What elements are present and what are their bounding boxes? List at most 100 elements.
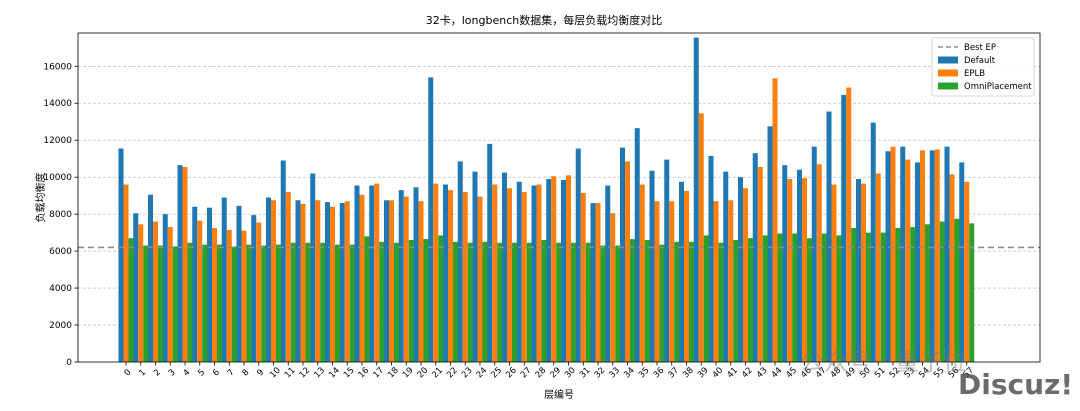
bar-default-16 — [354, 185, 360, 362]
x-tick-label: 0 — [123, 368, 134, 379]
legend-entry: Best EP — [964, 43, 996, 53]
bar-omniplacement-32 — [600, 245, 606, 362]
bar-omniplacement-18 — [394, 242, 399, 362]
bar-omniplacement-42 — [748, 238, 753, 362]
bar-omniplacement-45 — [792, 233, 798, 362]
bar-eplb-24 — [477, 196, 483, 362]
bar-eplb-39 — [698, 113, 704, 363]
x-tick-label: 43 — [755, 366, 770, 381]
bar-default-23 — [457, 161, 463, 362]
legend: Best EP Default EPLB OmniPlacement — [931, 37, 1035, 97]
bar-omniplacement-21 — [438, 235, 444, 362]
bar-eplb-38 — [684, 191, 689, 362]
bar-default-53 — [900, 146, 906, 362]
bar-omniplacement-23 — [467, 242, 473, 362]
y-tick-label: 12000 — [43, 136, 72, 146]
bar-eplb-42 — [743, 188, 748, 362]
x-tick-label: 39 — [696, 366, 711, 381]
bar-eplb-14 — [330, 206, 335, 362]
x-tick-label: 24 — [475, 366, 490, 381]
bar-omniplacement-56 — [954, 218, 960, 362]
bar-default-27 — [516, 181, 522, 362]
bar-default-29 — [546, 179, 552, 362]
bar-eplb-5 — [197, 220, 203, 362]
bar-eplb-19 — [403, 196, 409, 362]
bar-eplb-49 — [846, 87, 852, 362]
x-tick-label: 1 — [137, 368, 148, 379]
bar-omniplacement-22 — [453, 241, 458, 362]
x-tick-label: 37 — [666, 366, 681, 381]
bar-omniplacement-38 — [689, 241, 694, 362]
bar-omniplacement-31 — [585, 242, 591, 362]
bar-default-51 — [870, 122, 876, 362]
bar-eplb-53 — [905, 159, 911, 362]
x-tick-label: 38 — [681, 366, 696, 381]
bar-default-41 — [723, 171, 729, 362]
bar-default-33 — [605, 185, 611, 362]
bar-omniplacement-53 — [910, 227, 916, 362]
bar-eplb-44 — [772, 78, 778, 362]
bar-eplb-17 — [374, 183, 380, 362]
bar-omniplacement-4 — [187, 242, 193, 362]
x-tick-label: 5 — [196, 368, 207, 379]
x-tick-label: 32 — [593, 366, 608, 381]
plot-frame — [77, 32, 1041, 363]
bar-default-42 — [738, 177, 743, 362]
x-axis-label: 层编号 — [544, 388, 574, 401]
x-tick-label: 16 — [357, 366, 372, 381]
bar-eplb-10 — [271, 200, 276, 362]
bar-default-7 — [221, 197, 227, 362]
x-tick-label: 9 — [255, 368, 266, 379]
bar-default-39 — [693, 37, 699, 363]
bar-default-54 — [915, 162, 920, 362]
bar-omniplacement-27 — [526, 242, 532, 362]
bar-default-15 — [339, 203, 345, 362]
x-tick-label: 21 — [430, 366, 445, 381]
bar-default-24 — [472, 171, 478, 362]
x-tick-label: 42 — [740, 366, 755, 381]
legend-entry: Default — [964, 56, 996, 66]
bar-default-6 — [207, 207, 212, 362]
bar-default-38 — [679, 181, 684, 362]
x-tick-label: 15 — [342, 366, 357, 381]
bar-default-5 — [192, 206, 198, 362]
bar-default-8 — [236, 205, 242, 362]
bar-omniplacement-9 — [261, 245, 267, 362]
bar-omniplacement-49 — [851, 228, 857, 362]
x-tick-label: 8 — [241, 368, 252, 379]
bar-omniplacement-11 — [290, 242, 296, 362]
bar-default-18 — [384, 200, 389, 362]
bar-omniplacement-36 — [659, 244, 665, 362]
bar-eplb-3 — [167, 227, 173, 362]
bar-default-36 — [649, 170, 655, 362]
bar-default-25 — [487, 143, 493, 362]
bar-eplb-0 — [123, 184, 129, 362]
bar-omniplacement-2 — [158, 245, 163, 362]
legend-entry: OmniPlacement — [964, 82, 1032, 92]
bar-eplb-18 — [389, 200, 394, 362]
bar-eplb-46 — [802, 178, 807, 362]
bar-eplb-36 — [654, 201, 660, 362]
x-tick-label: 35 — [637, 366, 652, 381]
bar-omniplacement-55 — [939, 221, 945, 362]
bar-eplb-7 — [226, 229, 232, 362]
bar-eplb-34 — [625, 161, 630, 362]
bar-default-13 — [310, 173, 316, 362]
bar-eplb-41 — [728, 200, 734, 362]
bar-default-4 — [177, 165, 183, 362]
bar-eplb-37 — [669, 201, 675, 362]
bar-eplb-26 — [507, 188, 512, 362]
bar-default-30 — [561, 179, 566, 362]
bar-default-45 — [782, 165, 788, 362]
bar-eplb-27 — [521, 191, 527, 362]
bar-omniplacement-10 — [276, 244, 281, 362]
x-tick-label: 45 — [784, 366, 799, 381]
y-tick-label: 10000 — [43, 173, 72, 183]
bar-eplb-12 — [300, 203, 306, 362]
x-tick-label: 29 — [548, 366, 563, 381]
bar-eplb-31 — [580, 192, 586, 362]
x-tick-label: 41 — [725, 366, 740, 381]
legend-swatch — [938, 82, 958, 90]
bar-omniplacement-5 — [202, 244, 208, 362]
